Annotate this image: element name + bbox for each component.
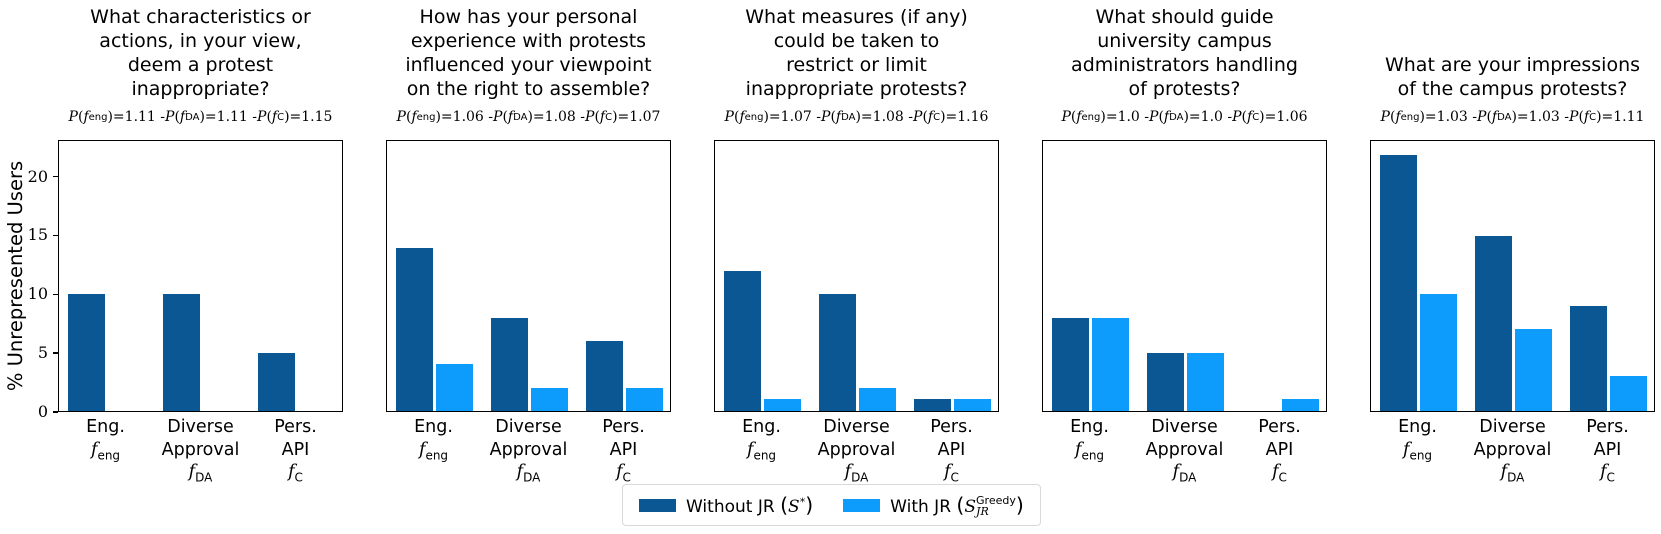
bar-without-jr-diverse-approval [819,294,856,411]
bar-without-jr-diverse-approval [163,294,200,411]
panel-title-line: of the campus protests? [1397,78,1628,100]
legend-swatch-with-jr [843,498,881,512]
panel-title-line: on the right to assemble? [406,78,651,100]
panel-title-line: inappropriate protests? [745,78,968,100]
x-tick-label-eng: Eng. feng [1398,417,1437,462]
panel-title-line: inappropriate? [131,78,270,100]
x-axis-labels: Eng. feng Diverse Approval fDA Pers. API fC [714,416,999,496]
panel-title-line: What characteristics or [90,6,311,28]
y-tick-label: 10 [27,284,48,304]
x-tick-label-diverse-approval: Diverse Approval fDA [161,417,240,485]
bar-without-jr-eng [396,247,433,411]
y-tick-mark [53,411,58,413]
bar-without-jr-diverse-approval [1147,352,1184,411]
legend-item-without-jr: Without JR (S*) [639,493,813,517]
bar-with-jr-pers-api [954,399,991,411]
panel-title-line: could be taken to [773,30,940,52]
plot-area [1370,140,1655,412]
panel-title-line: How has your personal [419,6,638,28]
bar-without-jr-eng [1052,317,1089,411]
bar-with-jr-diverse-approval [531,387,568,411]
panel-subtitle: P(f eng)=1.11 - P(f DA)=1.11 - P(f C)=1.15 [68,109,333,125]
panel-subtitle: P(f eng)=1.06 - P(f DA)=1.08 - P(f C)=1.07 [396,109,661,125]
panel-title-line: What measures (if any) [745,6,968,28]
plot-area [714,140,999,412]
bar-without-jr-diverse-approval [1475,236,1512,411]
x-tick-label-diverse-approval: Diverse Approval fDA [817,417,896,485]
bar-with-jr-diverse-approval [1515,329,1552,411]
bar-with-jr-eng [1092,317,1129,411]
panel-subtitle: P(f eng)=1.0 - P(f DA)=1.0 - P(f C)=1.06 [1061,109,1308,125]
panel-title: How has your personal experience with pro… [356,0,701,101]
x-axis-labels: Eng. feng Diverse Approval fDA Pers. API fC [1042,416,1327,496]
legend-label-without-jr: Without JR (S*) [686,493,814,517]
panel-title: What should guide university campus admini… [1012,0,1357,101]
bar-with-jr-pers-api [1282,399,1319,411]
bar-with-jr-diverse-approval [859,387,896,411]
x-tick-label-diverse-approval: Diverse Approval fDA [1473,417,1552,485]
panel-title-line: What should guide [1095,6,1274,28]
panel-title-line: of protests? [1128,78,1241,100]
panel-title-line: restrict or limit [786,54,927,76]
x-tick-label-diverse-approval: Diverse Approval fDA [489,417,568,485]
bar-with-jr-diverse-approval [1187,352,1224,411]
bar-without-jr-eng [1380,154,1417,411]
x-axis-labels: Eng. feng Diverse Approval fDA Pers. API fC [1370,416,1655,496]
bar-with-jr-eng [1420,294,1457,411]
panel-title-line: influenced your viewpoint [405,54,652,76]
y-tick-label: 15 [27,225,48,245]
bar-without-jr-pers-api [1570,306,1607,411]
bar-without-jr-eng [68,294,105,411]
panel-title: What are your impressions of the campus p… [1340,0,1661,101]
x-tick-label-eng: Eng. feng [86,417,125,462]
x-tick-label-eng: Eng. feng [742,417,781,462]
panel-title-line: deem a protest [127,54,274,76]
plot-area [386,140,671,412]
panel-title-line: administrators handling [1071,54,1298,76]
x-tick-label-pers-api: Pers. API fC [930,417,973,485]
legend-swatch-without-jr [639,498,676,512]
x-tick-label-pers-api: Pers. API fC [274,417,317,485]
panel-subtitle: P(f eng)=1.07 - P(f DA)=1.08 - P(f C)=1.16 [724,109,989,125]
plot-area [58,140,343,412]
panel-title: What measures (if any) could be taken to r… [684,0,1029,101]
x-tick-label-pers-api: Pers. API fC [1586,417,1629,485]
panel-title-line: What are your impressions [1384,54,1641,76]
panel-subtitle: P(f eng)=1.03 - P(f DA)=1.03 - P(f C)=1.11 [1380,109,1645,125]
bar-with-jr-eng [764,399,801,411]
bar-without-jr-pers-api [258,352,295,411]
legend-item-with-jr: With JR (S Greedy JR) [843,493,1024,517]
panel-title: What characteristics or actions, in your … [28,0,373,101]
legend-label-with-jr: With JR (S Greedy JR) [890,493,1024,518]
bar-without-jr-diverse-approval [491,317,528,411]
bar-with-jr-eng [436,364,473,411]
bar-with-jr-pers-api [626,387,663,411]
bar-without-jr-pers-api [586,341,623,411]
x-tick-label-eng: Eng. feng [1070,417,1109,462]
legend: Without JR (S*) With JR (S Greedy JR) [622,484,1041,526]
y-tick-mark [53,175,58,178]
bar-with-jr-pers-api [1610,376,1647,411]
y-tick-mark [53,352,58,354]
bar-without-jr-pers-api [914,399,951,411]
bar-without-jr-eng [724,271,761,411]
x-axis-labels: Eng. feng Diverse Approval fDA Pers. API fC [386,416,671,496]
x-tick-label-pers-api: Pers. API fC [1258,417,1301,485]
panel-title-line: university campus [1097,30,1272,52]
x-tick-label-diverse-approval: Diverse Approval fDA [1145,417,1224,485]
panel-title-line: experience with protests [410,30,647,52]
y-tick-label: 0 [37,402,48,421]
y-tick-mark [53,293,58,295]
y-tick-label: 20 [27,166,48,186]
panel-title-line: actions, in your view, [99,30,302,52]
plot-area [1042,140,1327,412]
x-tick-label-pers-api: Pers. API fC [602,417,645,485]
x-tick-label-eng: Eng. feng [414,417,453,462]
y-tick-mark [53,234,58,237]
x-axis-labels: Eng. feng Diverse Approval fDA Pers. API fC [58,416,343,496]
y-tick-label: 5 [37,343,48,363]
